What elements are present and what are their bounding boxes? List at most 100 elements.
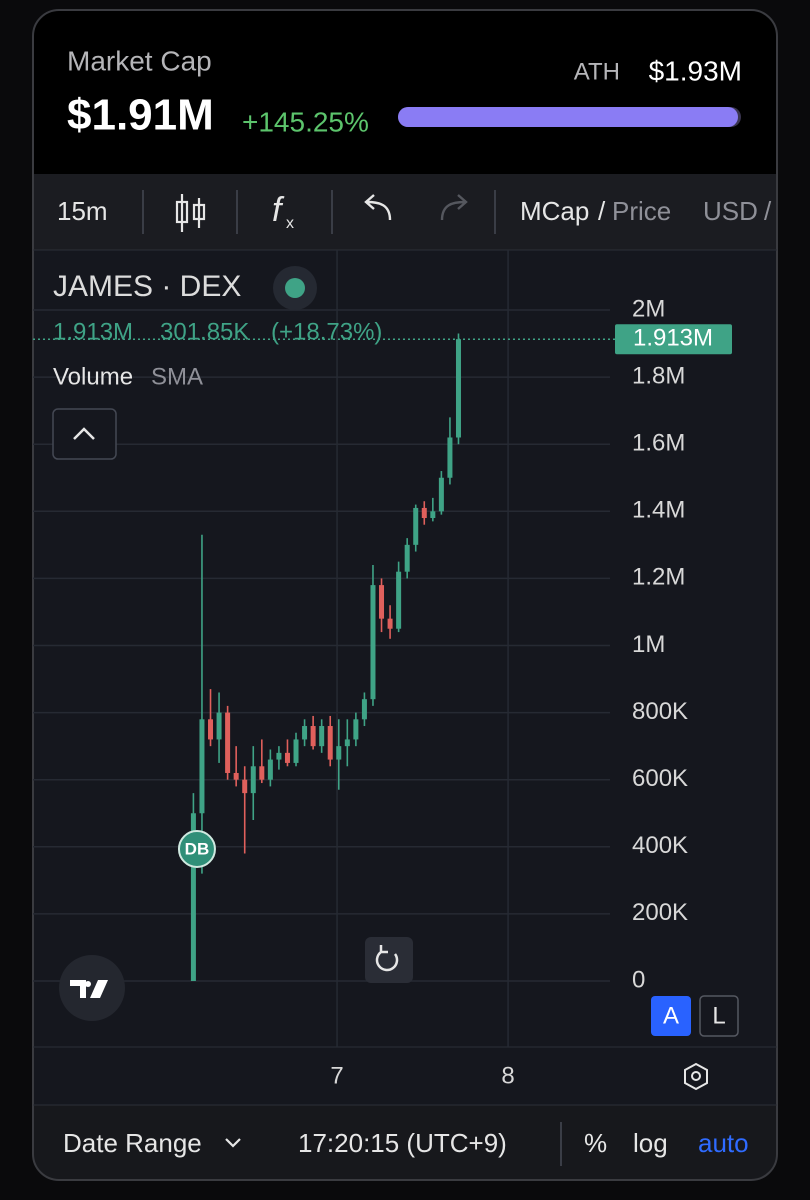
collapse-button[interactable] [52, 408, 117, 460]
candle-body [413, 507, 419, 545]
ath-value: $1.93M [649, 55, 742, 86]
candle-body [396, 571, 402, 629]
settings-icon[interactable] [684, 1062, 708, 1091]
candle-body [225, 712, 231, 773]
toolbar-bg [33, 174, 777, 250]
candles-icon[interactable] [175, 194, 206, 232]
redo-icon[interactable] [440, 194, 468, 221]
candle-body [267, 759, 273, 780]
candle-body [242, 779, 248, 794]
candle-body [370, 585, 376, 700]
marker-label: DB [185, 839, 210, 858]
ath-label: ATH [574, 58, 620, 85]
reset-icon [375, 945, 399, 972]
y-tick-label: 0 [632, 966, 645, 993]
auto-scale-label: A [663, 1002, 679, 1029]
header-bg [33, 10, 777, 174]
y-tick-label: 1M [632, 631, 665, 658]
candle-body [302, 726, 308, 740]
percent-toggle[interactable]: % [584, 1128, 607, 1158]
candle-body [387, 618, 393, 629]
y-tick-label: 600K [632, 765, 688, 792]
candle-body [421, 507, 427, 519]
candle-body [404, 544, 410, 572]
log-scale-label: L [712, 1002, 725, 1029]
legend-change-pct: (+18.73%) [271, 318, 382, 345]
candle-body [208, 719, 214, 740]
indicator-name: Volume [53, 363, 133, 390]
symbol-title: JAMES · DEX [53, 270, 241, 303]
candle-body [353, 719, 359, 740]
market-cap-value: $1.91M [67, 91, 214, 140]
price-toggle[interactable]: Price [612, 196, 671, 226]
chart: 0 200K 400K 600K 800K 1M 1.2M 1.4M 1.6M 1.8M 2M 7 8 1… [33, 250, 732, 1089]
ath-progress [398, 107, 738, 127]
separator: / [598, 196, 606, 226]
candle-body [447, 437, 453, 478]
candle-body [336, 746, 342, 760]
legend-close: 1.913M [53, 318, 133, 345]
tv-logo[interactable] [59, 955, 125, 1021]
candle-body [327, 726, 333, 760]
y-tick-label: 1.6M [632, 430, 685, 457]
card-border [32, 9, 778, 1181]
svg-text:x: x [286, 215, 294, 232]
candle-body [310, 726, 316, 747]
toolbar-separators [142, 190, 496, 234]
y-tick-label: 200K [632, 899, 688, 926]
marker [177, 830, 216, 868]
candle-body [216, 712, 222, 740]
log-toggle[interactable]: log [633, 1128, 668, 1158]
candle-body [379, 585, 385, 619]
reset-button[interactable] [365, 937, 413, 983]
candle-body [233, 772, 239, 780]
y-tick-label: 2M [632, 295, 665, 322]
separator: / [764, 196, 772, 226]
interval[interactable]: 15m [57, 196, 108, 226]
candle-body [284, 752, 290, 763]
candle-body [455, 339, 461, 438]
auto-scale-button[interactable] [651, 996, 691, 1036]
date-range-chevron [225, 1138, 241, 1148]
mcap-toggle[interactable]: MCap [520, 196, 589, 226]
y-tick-label: 1.2M [632, 564, 685, 591]
undo-icon[interactable] [364, 194, 392, 221]
market-cap-change: +145.25% [242, 106, 369, 137]
market-cap-label: Market Cap [67, 45, 212, 76]
candle-body [361, 699, 367, 720]
date-range[interactable]: Date Range [63, 1128, 202, 1158]
candle-body [250, 766, 256, 794]
y-tick-label: 800K [632, 698, 688, 725]
candle-body [199, 719, 205, 814]
settings-icon-center [691, 1071, 701, 1081]
candle-body [319, 726, 325, 747]
y-tick-label: 1.4M [632, 497, 685, 524]
last-price-tag [615, 324, 732, 355]
candle-body [430, 511, 436, 519]
candle-body [438, 477, 444, 512]
y-tick-label: 1.8M [632, 362, 685, 389]
legend-change: 301.85K [160, 318, 249, 345]
candle-body [344, 739, 350, 747]
candle-body [293, 739, 299, 763]
last-price-label: 1.913M [633, 325, 713, 352]
chevron-up [73, 427, 95, 440]
x-tick-label: 7 [330, 1062, 343, 1089]
x-tick-label: 8 [501, 1062, 514, 1089]
currency-toggle[interactable]: USD [703, 196, 758, 226]
time-axis-bg [33, 1047, 777, 1105]
candle-body [276, 752, 282, 760]
footer-bg [33, 1105, 777, 1180]
auto-toggle[interactable]: auto [698, 1128, 749, 1158]
status-dot [285, 278, 305, 298]
candle-body [259, 766, 265, 780]
tv-logo-dot [85, 981, 91, 987]
candle-body [190, 813, 196, 981]
tv-logo-mark [70, 980, 108, 998]
indicator-param: SMA [151, 363, 203, 390]
clock[interactable]: 17:20:15 (UTC+9) [298, 1128, 507, 1158]
y-tick-label: 400K [632, 832, 688, 859]
log-scale-button[interactable] [699, 995, 739, 1037]
